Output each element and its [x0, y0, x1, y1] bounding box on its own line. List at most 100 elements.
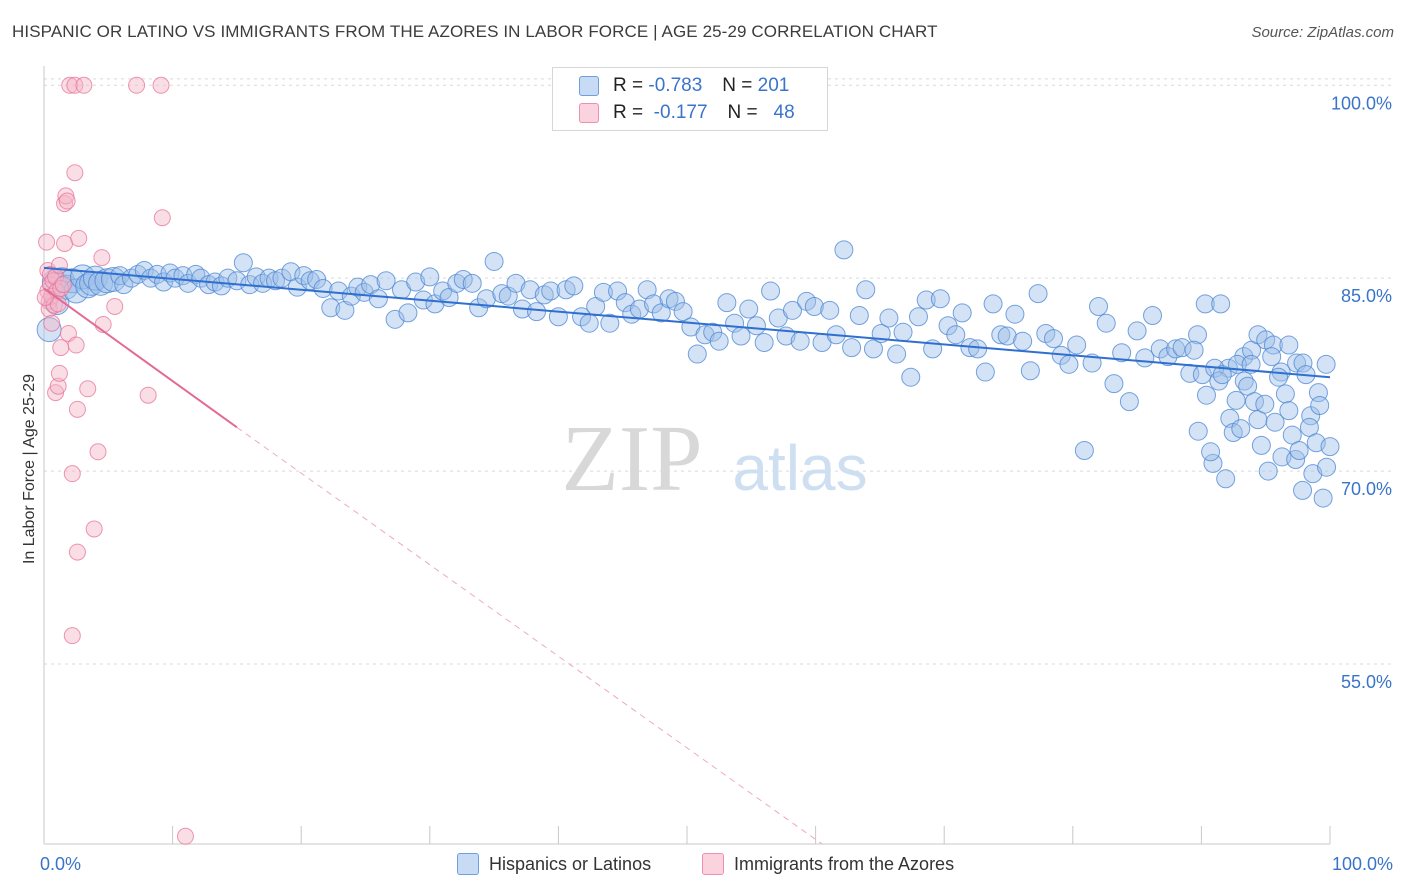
- hispanic-point: [1265, 412, 1285, 432]
- hispanic-point: [820, 300, 840, 320]
- hispanic-point: [1258, 461, 1278, 481]
- hispanic-point: [600, 313, 620, 333]
- hispanic-point: [901, 367, 921, 387]
- trend-lines: [43, 266, 1331, 845]
- azores-point: [106, 297, 124, 315]
- azores-point: [63, 465, 81, 483]
- hispanic-point: [1231, 419, 1251, 439]
- azores-point: [66, 76, 84, 94]
- azores-point: [85, 520, 103, 538]
- chart-title: HISPANIC OR LATINO VS IMMIGRANTS FROM TH…: [12, 22, 938, 41]
- hispanic-point: [916, 290, 936, 310]
- hispanic-point: [1212, 365, 1232, 385]
- hispanic-point: [1172, 338, 1192, 358]
- hispanic-point: [593, 282, 613, 302]
- hispanic-point: [673, 302, 693, 322]
- legend-item-hispanic[interactable]: Hispanics or Latinos: [457, 853, 651, 875]
- hispanic-point: [1127, 321, 1147, 341]
- r-value-hispanic: -0.783: [648, 75, 703, 96]
- hispanic-point: [1293, 480, 1313, 500]
- legend-item-azores[interactable]: Immigrants from the Azores: [702, 853, 954, 875]
- n-label: N =: [727, 102, 758, 123]
- hispanic-point: [608, 281, 628, 301]
- stats-legend: R = -0.783 N = 201 R = -0.177 N = 48: [552, 67, 828, 131]
- hispanic-point: [761, 281, 781, 301]
- hispanic-point: [975, 362, 995, 382]
- hispanic-point: [1320, 437, 1340, 457]
- hispanic-point: [615, 293, 635, 313]
- azores-point: [67, 336, 85, 354]
- azores-point: [50, 364, 68, 382]
- hispanic-point: [328, 281, 348, 301]
- y-tick-label: 70.0%: [1341, 479, 1392, 499]
- hispanic-point: [1293, 353, 1313, 373]
- hispanic-point: [1135, 348, 1155, 368]
- axes: [43, 66, 1331, 845]
- hispanic-point: [406, 272, 426, 292]
- hispanic-point: [842, 338, 862, 358]
- hispanic-point: [1044, 329, 1064, 349]
- hispanic-point: [1313, 488, 1333, 508]
- hispanic-point: [746, 316, 766, 336]
- hispanic-point: [731, 326, 751, 346]
- azores-point: [36, 288, 54, 306]
- hispanic-point: [1255, 394, 1275, 414]
- hispanic-point: [863, 339, 883, 359]
- hispanic-point: [856, 280, 876, 300]
- hispanic-point: [1143, 305, 1163, 325]
- hispanic-point: [462, 273, 482, 293]
- hispanic-point: [354, 282, 374, 302]
- hispanic-point: [717, 293, 737, 313]
- y-tick-label: 55.0%: [1341, 672, 1392, 692]
- azores-point: [50, 256, 68, 274]
- y-tick-label: 85.0%: [1341, 286, 1392, 306]
- legend-label-hispanic: Hispanics or Latinos: [489, 853, 652, 874]
- hispanic-point: [893, 322, 913, 342]
- azores-point: [128, 76, 146, 94]
- hispanic-point: [1203, 453, 1223, 473]
- hispanic-point: [1112, 343, 1132, 363]
- azores-point: [61, 76, 79, 94]
- azores-point: [52, 339, 70, 357]
- hispanic-point: [1251, 435, 1271, 455]
- azores-point: [56, 234, 74, 252]
- hispanic-point: [1196, 385, 1216, 405]
- hispanic-point: [321, 298, 341, 318]
- hispanic-point: [1166, 339, 1186, 359]
- x-tick-label: 0.0%: [40, 854, 81, 874]
- hispanic-point: [398, 303, 418, 323]
- stats-row-azores: R = -0.177 N = 48: [579, 101, 795, 125]
- hispanic-point: [1074, 440, 1094, 460]
- hispanic-point: [1082, 353, 1102, 373]
- tick-labels: 55.0% 70.0% 85.0% 100.0% 0.0% 100.0%: [40, 93, 1393, 874]
- hispanic-point: [879, 308, 899, 328]
- hispanic-point: [1005, 304, 1025, 324]
- hispanic-point: [1096, 313, 1116, 333]
- hispanic-point: [1201, 442, 1221, 462]
- hispanic-point: [420, 267, 440, 287]
- azores-point: [54, 276, 72, 294]
- hispanic-point: [368, 289, 388, 309]
- legend-label-azores: Immigrants from the Azores: [734, 853, 955, 874]
- legend-swatch-azores: [702, 853, 724, 875]
- hispanic-point: [1262, 347, 1282, 367]
- hispanic-point: [709, 331, 729, 351]
- azores-point: [79, 380, 97, 398]
- hispanic-point: [991, 325, 1011, 345]
- hispanic-point: [695, 325, 715, 345]
- azores-point: [139, 386, 157, 404]
- hispanic-point: [506, 273, 526, 293]
- hispanic-point: [637, 280, 657, 300]
- azores-point: [75, 76, 93, 94]
- azores-point: [70, 229, 88, 247]
- hispanic-point: [520, 280, 540, 300]
- hispanic-point: [754, 332, 774, 352]
- watermark-zip: ZIP: [562, 407, 703, 511]
- hispanic-point: [1028, 284, 1048, 304]
- azores-point: [153, 209, 171, 227]
- azores-point: [63, 627, 81, 645]
- hispanic-point: [191, 268, 211, 288]
- hispanic-point: [1234, 347, 1254, 367]
- hispanic-point: [294, 266, 314, 286]
- hispanic-point: [1013, 331, 1033, 351]
